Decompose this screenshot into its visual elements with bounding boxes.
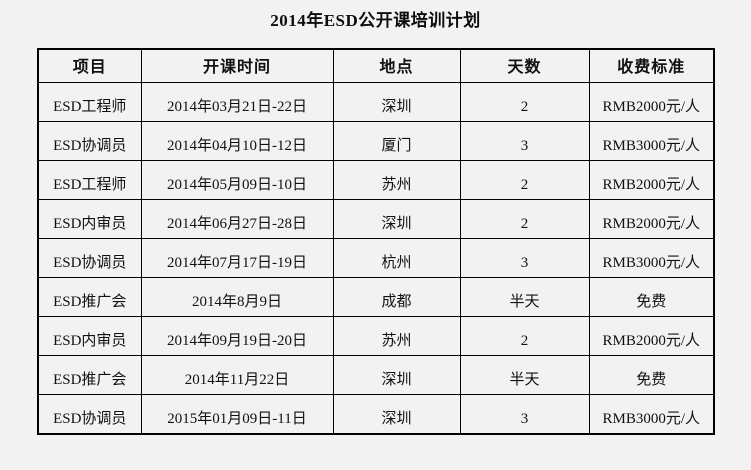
cell-fee: RMB2000元/人	[588, 82, 715, 122]
cell-date: 2014年09月19日-20日	[140, 316, 334, 356]
table-row: ESD内审员 2014年06月27日-28日 深圳 2 RMB2000元/人	[37, 199, 715, 239]
cell-days: 3	[459, 238, 590, 278]
cell-date: 2015年01月09日-11日	[140, 394, 334, 435]
table-row: ESD协调员 2014年04月10日-12日 厦门 3 RMB3000元/人	[37, 121, 715, 161]
cell-project: ESD协调员	[37, 394, 142, 435]
cell-location: 成都	[332, 277, 461, 317]
cell-days: 3	[459, 121, 590, 161]
cell-fee: RMB2000元/人	[588, 160, 715, 200]
cell-fee: RMB2000元/人	[588, 316, 715, 356]
cell-days: 2	[459, 82, 590, 122]
page-title: 2014年ESD公开课培训计划	[270, 11, 481, 30]
table-row: ESD推广会 2014年11月22日 深圳 半天 免费	[37, 355, 715, 395]
cell-days: 半天	[459, 277, 590, 317]
cell-location: 深圳	[332, 82, 461, 122]
cell-project: ESD协调员	[37, 121, 142, 161]
cell-date: 2014年06月27日-28日	[140, 199, 334, 239]
table-row: ESD工程师 2014年03月21日-22日 深圳 2 RMB2000元/人	[37, 82, 715, 122]
header-cell-fee: 收费标准	[588, 48, 715, 83]
cell-location: 苏州	[332, 316, 461, 356]
cell-days: 2	[459, 316, 590, 356]
table-row: ESD协调员 2014年07月17日-19日 杭州 3 RMB3000元/人	[37, 238, 715, 278]
cell-project: ESD协调员	[37, 238, 142, 278]
cell-location: 杭州	[332, 238, 461, 278]
cell-date: 2014年07月17日-19日	[140, 238, 334, 278]
cell-project: ESD工程师	[37, 82, 142, 122]
table-row: ESD推广会 2014年8月9日 成都 半天 免费	[37, 277, 715, 317]
cell-project: ESD内审员	[37, 316, 142, 356]
cell-project: ESD推广会	[37, 277, 142, 317]
cell-days: 半天	[459, 355, 590, 395]
cell-date: 2014年04月10日-12日	[140, 121, 334, 161]
cell-location: 深圳	[332, 394, 461, 435]
cell-location: 深圳	[332, 199, 461, 239]
cell-location: 厦门	[332, 121, 461, 161]
cell-project: ESD推广会	[37, 355, 142, 395]
table-row: ESD工程师 2014年05月09日-10日 苏州 2 RMB2000元/人	[37, 160, 715, 200]
cell-location: 苏州	[332, 160, 461, 200]
cell-fee: RMB3000元/人	[588, 394, 715, 435]
cell-fee: RMB3000元/人	[588, 238, 715, 278]
cell-days: 2	[459, 199, 590, 239]
cell-project: ESD内审员	[37, 199, 142, 239]
table-row: ESD协调员 2015年01月09日-11日 深圳 3 RMB3000元/人	[37, 394, 715, 435]
cell-days: 3	[459, 394, 590, 435]
training-plan-table: 项目 开课时间 地点 天数 收费标准 ESD工程师 2014年03月21日-22…	[37, 48, 715, 435]
header-cell-days: 天数	[459, 48, 590, 83]
cell-date: 2014年11月22日	[140, 355, 334, 395]
cell-location: 深圳	[332, 355, 461, 395]
header-cell-project: 项目	[37, 48, 142, 83]
header-cell-location: 地点	[332, 48, 461, 83]
table-row: ESD内审员 2014年09月19日-20日 苏州 2 RMB2000元/人	[37, 316, 715, 356]
cell-project: ESD工程师	[37, 160, 142, 200]
cell-fee: 免费	[588, 355, 715, 395]
cell-days: 2	[459, 160, 590, 200]
cell-date: 2014年8月9日	[140, 277, 334, 317]
header-row: 项目 开课时间 地点 天数 收费标准	[37, 48, 715, 83]
header-cell-date: 开课时间	[140, 48, 334, 83]
cell-date: 2014年03月21日-22日	[140, 82, 334, 122]
cell-fee: 免费	[588, 277, 715, 317]
cell-date: 2014年05月09日-10日	[140, 160, 334, 200]
cell-fee: RMB2000元/人	[588, 199, 715, 239]
cell-fee: RMB3000元/人	[588, 121, 715, 161]
